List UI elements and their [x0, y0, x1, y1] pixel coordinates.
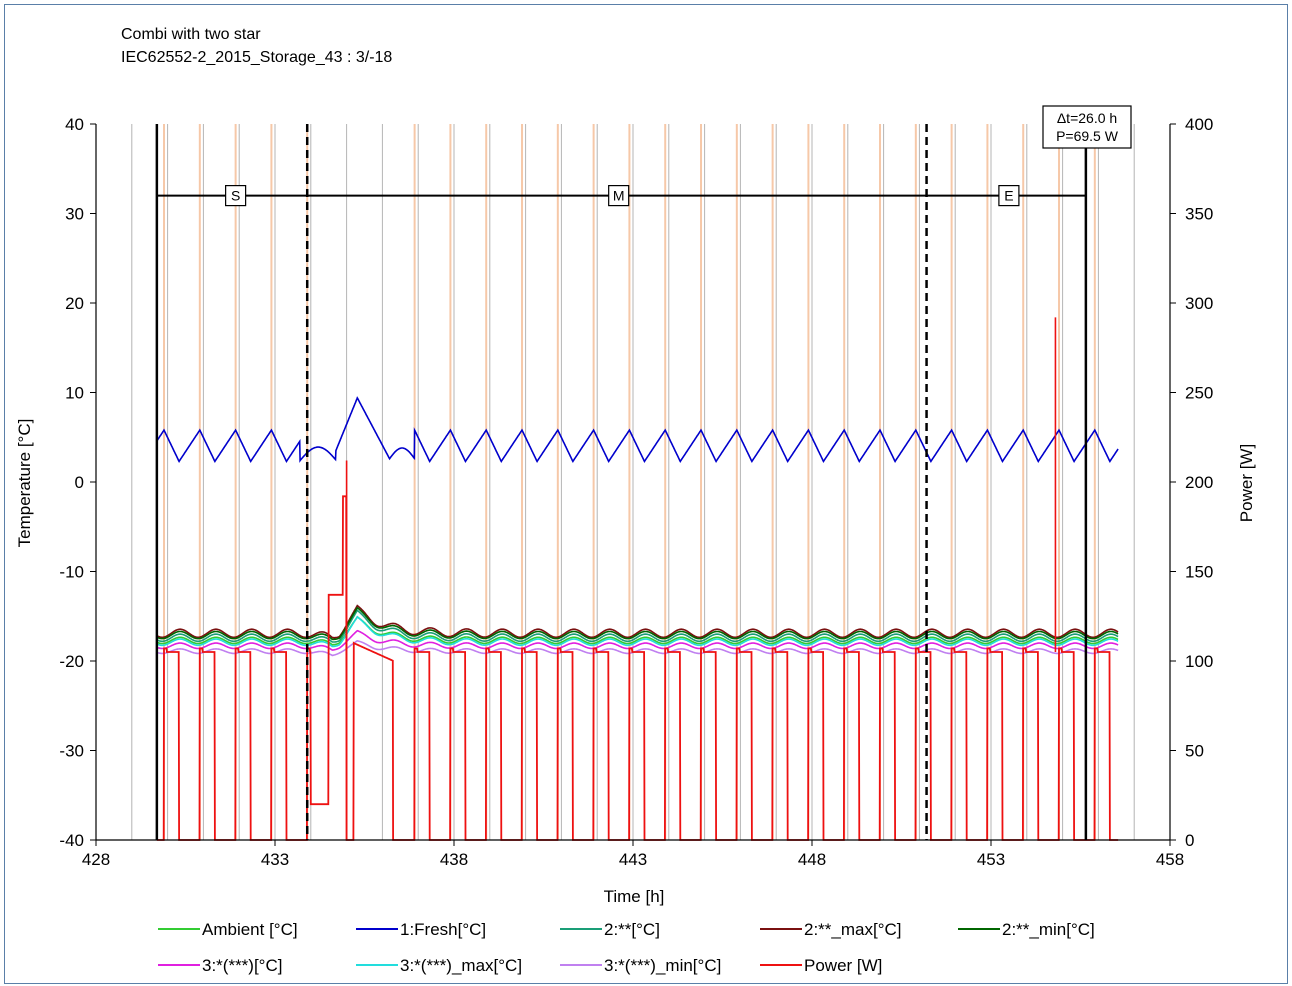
series-3-c- — [156, 629, 1119, 651]
series-2-c- — [156, 609, 1119, 643]
y2-tick-label: 200 — [1185, 473, 1213, 492]
y2-axis-label: Power [W] — [1237, 444, 1256, 522]
legend-label: 2:**[°C] — [604, 920, 660, 939]
y-axis-label: Temperature [°C] — [15, 419, 34, 548]
legend-label: Power [W] — [804, 956, 882, 975]
annotation-box: Δt=26.0 h P=69.5 W — [1042, 105, 1132, 149]
period-label-box — [998, 185, 1020, 207]
gridlines — [131, 124, 1135, 840]
period-label: M — [613, 188, 625, 204]
y2-tick-label: 100 — [1185, 652, 1213, 671]
legend-label: Ambient [°C] — [202, 920, 298, 939]
annotation-frame — [1042, 105, 1132, 149]
y2-tick-label: 0 — [1185, 831, 1194, 850]
legend-label: 2:**_max[°C] — [804, 920, 902, 939]
period-label-box — [608, 185, 630, 207]
y2-tick-label: 400 — [1185, 115, 1213, 134]
y2-tick-label: 300 — [1185, 294, 1213, 313]
series-power-w- — [156, 495, 1119, 841]
legend-label: 3:*(***)_min[°C] — [604, 956, 721, 975]
y2-tick-label: 150 — [1185, 563, 1213, 582]
y-tick-label: 30 — [65, 205, 84, 224]
series-3-max-c- — [156, 615, 1119, 648]
axes — [90, 123, 1176, 846]
x-tick-label: 438 — [440, 850, 468, 869]
legend-label: 3:*(***)_max[°C] — [400, 956, 522, 975]
y-tick-label: -10 — [59, 563, 84, 582]
x-axis-label: Time [h] — [604, 887, 665, 906]
cycle-markers — [163, 124, 1096, 840]
legend: Ambient [°C] 1:Fresh[°C] 2:**[°C] 2:**_max[… — [158, 920, 1095, 975]
legend-label: 2:**_min[°C] — [1002, 920, 1095, 939]
y-tick-label: -20 — [59, 652, 84, 671]
y2-tick-label: 250 — [1185, 384, 1213, 403]
y-tick-label: 10 — [65, 384, 84, 403]
annotation-power: P=69.5 W — [1056, 128, 1119, 144]
annotation-dt: Δt=26.0 h — [1057, 110, 1117, 126]
y-tick-label: 40 — [65, 115, 84, 134]
series-lines — [156, 317, 1119, 841]
x-tick-label: 433 — [261, 850, 289, 869]
x-tick-label: 428 — [82, 850, 110, 869]
y2-tick-label: 350 — [1185, 205, 1213, 224]
y-tick-label: -40 — [59, 831, 84, 850]
y2-tick-label: 50 — [1185, 742, 1204, 761]
series-1-fresh-c- — [156, 396, 1119, 463]
period-label-box — [225, 185, 247, 207]
chart-title: Combi with two star — [121, 26, 261, 43]
chart-frame — [4, 4, 1288, 984]
period-label: E — [1004, 188, 1013, 204]
legend-label: 1:Fresh[°C] — [400, 920, 486, 939]
tick-labels: -40-30-20-100102030400501001502002503003… — [59, 115, 1213, 869]
y-tick-label: 20 — [65, 294, 84, 313]
series-ambient-c- — [156, 615, 1119, 646]
chart-subtitle: IEC62552-2_2015_Storage_43 : 3/-18 — [121, 49, 392, 66]
period-label: S — [231, 188, 240, 204]
x-tick-label: 458 — [1156, 850, 1184, 869]
x-tick-label: 448 — [798, 850, 826, 869]
y-tick-label: -30 — [59, 742, 84, 761]
series-2-max-c- — [156, 604, 1119, 639]
y-tick-label: 0 — [75, 473, 84, 492]
series-2-min-c- — [156, 606, 1119, 641]
x-tick-label: 443 — [619, 850, 647, 869]
legend-label: 3:*(***)[°C] — [202, 956, 282, 975]
x-tick-label: 453 — [977, 850, 1005, 869]
